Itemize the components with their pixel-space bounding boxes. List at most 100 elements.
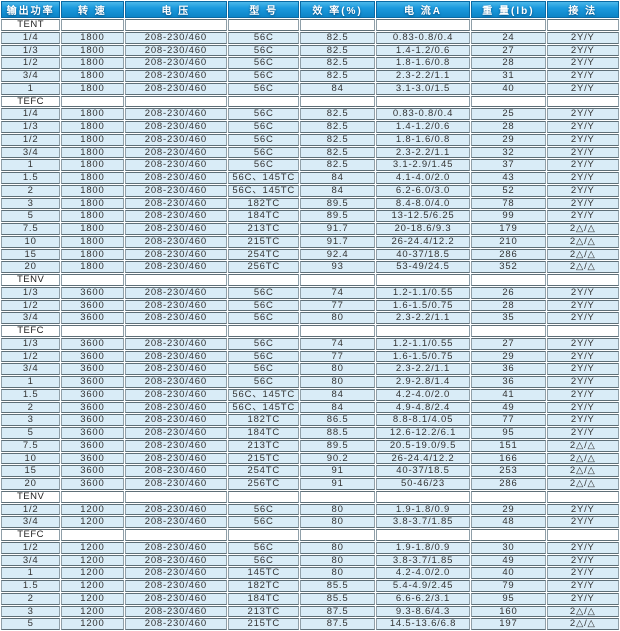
cell-weight: 352 xyxy=(471,261,546,273)
cell-voltage: 208-230/460 xyxy=(124,146,228,159)
empty-cell xyxy=(300,95,375,108)
cell-connection: 2Y/Y xyxy=(546,503,619,516)
cell-efficiency: 91 xyxy=(300,478,375,490)
cell-power: 20 xyxy=(1,261,61,273)
table-row: 1 3600 208-230/460 56C 80 2.9-2.8/1.4 36 2Y/Y xyxy=(1,376,619,388)
cell-current: 1.8-1.6/0.8 xyxy=(375,133,471,146)
cell-efficiency: 88.5 xyxy=(300,427,375,439)
cell-efficiency: 91.7 xyxy=(300,235,375,248)
cell-power: 2 xyxy=(1,184,61,197)
table-row: 2 3600 208-230/460 56C、145TC 84 4.9-4.8/2.4 49… xyxy=(1,401,619,414)
cell-weight: 27 xyxy=(471,337,546,350)
cell-voltage: 208-230/460 xyxy=(124,567,228,579)
cell-current: 8.4-8.0/4.0 xyxy=(375,197,471,210)
section-row: TENV xyxy=(1,490,619,503)
cell-current: 1.2-1.1/0.55 xyxy=(375,286,471,299)
cell-model: 182TC xyxy=(228,414,300,426)
table-row: 1/2 1800 208-230/460 56C 82.5 1.8-1.6/0.8 28 2Y… xyxy=(1,57,619,69)
cell-weight: 52 xyxy=(471,184,546,197)
cell-efficiency: 84 xyxy=(300,184,375,197)
empty-cell xyxy=(471,529,546,541)
cell-current: 40-37/18.5 xyxy=(375,248,471,261)
cell-efficiency: 80 xyxy=(300,541,375,554)
cell-efficiency: 82.5 xyxy=(300,70,375,82)
table-body: TENT 1/4 1800 208-230/460 56C 82.5 0.83-0.8/0.… xyxy=(1,19,619,630)
cell-power: 20 xyxy=(1,478,61,490)
cell-weight: 29 xyxy=(471,133,546,146)
cell-model: 56C xyxy=(228,121,300,133)
cell-voltage: 208-230/460 xyxy=(124,618,228,630)
cell-current: 1.6-1.5/0.75 xyxy=(375,299,471,312)
cell-current: 1.9-1.8/0.9 xyxy=(375,541,471,554)
cell-model: 56C xyxy=(228,363,300,375)
cell-speed: 1200 xyxy=(61,618,124,630)
cell-power: 15 xyxy=(1,248,61,261)
cell-current: 3.8-3.7/1.85 xyxy=(375,516,471,528)
cell-current: 1.8-1.6/0.8 xyxy=(375,57,471,69)
column-header-weight: 重 量(lb) xyxy=(471,1,546,18)
cell-weight: 99 xyxy=(471,210,546,222)
cell-speed: 1800 xyxy=(61,133,124,146)
cell-connection: 2Y/Y xyxy=(546,133,619,146)
cell-voltage: 208-230/460 xyxy=(124,44,228,57)
cell-speed: 1800 xyxy=(61,146,124,159)
empty-cell xyxy=(546,325,619,337)
cell-efficiency: 77 xyxy=(300,299,375,312)
empty-cell xyxy=(124,490,228,503)
empty-cell xyxy=(375,19,471,31)
table-row: 10 3600 208-230/460 215TC 90.2 26-24.4/12.2 16… xyxy=(1,452,619,465)
cell-weight: 37 xyxy=(471,159,546,171)
cell-efficiency: 84 xyxy=(300,172,375,184)
cell-efficiency: 93 xyxy=(300,261,375,273)
cell-current: 8.8-8.1/4.05 xyxy=(375,414,471,426)
cell-connection: 2Y/Y xyxy=(546,580,619,592)
cell-connection: 2Y/Y xyxy=(546,414,619,426)
empty-cell xyxy=(546,95,619,108)
cell-model: 56C xyxy=(228,70,300,82)
cell-model: 56C xyxy=(228,57,300,69)
cell-speed: 1200 xyxy=(61,503,124,516)
table-row: 20 1800 208-230/460 256TC 93 53-49/24.5 352 2△/… xyxy=(1,261,619,273)
cell-model: 256TC xyxy=(228,261,300,273)
cell-connection: 2Y/Y xyxy=(546,57,619,69)
cell-weight: 40 xyxy=(471,567,546,579)
section-row: TEFC xyxy=(1,95,619,108)
cell-model: 56C xyxy=(228,503,300,516)
cell-weight: 166 xyxy=(471,452,546,465)
cell-connection: 2Y/Y xyxy=(546,350,619,363)
cell-model: 213TC xyxy=(228,439,300,452)
column-header-current: 电 流A xyxy=(375,1,471,18)
cell-voltage: 208-230/460 xyxy=(124,121,228,133)
cell-speed: 1200 xyxy=(61,580,124,592)
table-row: 1/3 3600 208-230/460 56C 74 1.2-1.1/0.55 26 2Y/… xyxy=(1,286,619,299)
cell-voltage: 208-230/460 xyxy=(124,554,228,567)
cell-connection: 2Y/Y xyxy=(546,363,619,375)
cell-connection: 2△/△ xyxy=(546,261,619,273)
cell-voltage: 208-230/460 xyxy=(124,133,228,146)
cell-power: 3 xyxy=(1,414,61,426)
empty-cell xyxy=(300,325,375,337)
cell-weight: 28 xyxy=(471,121,546,133)
cell-connection: 2△/△ xyxy=(546,248,619,261)
section-row: TEFC xyxy=(1,325,619,337)
cell-current: 5.4-4.9/2.45 xyxy=(375,580,471,592)
cell-model: 182TC xyxy=(228,197,300,210)
cell-voltage: 208-230/460 xyxy=(124,108,228,120)
cell-speed: 1800 xyxy=(61,248,124,261)
cell-power: 3 xyxy=(1,197,61,210)
cell-power: 3/4 xyxy=(1,146,61,159)
cell-connection: 2Y/Y xyxy=(546,376,619,388)
empty-cell xyxy=(471,490,546,503)
cell-model: 56C xyxy=(228,516,300,528)
cell-connection: 2△/△ xyxy=(546,439,619,452)
cell-model: 56C、145TC xyxy=(228,172,300,184)
cell-power: 5 xyxy=(1,210,61,222)
cell-power: 5 xyxy=(1,618,61,630)
cell-speed: 3600 xyxy=(61,439,124,452)
cell-current: 6.2-6.0/3.0 xyxy=(375,184,471,197)
table-row: 3/4 1800 208-230/460 56C 82.5 2.3-2.2/1.1 32 2Y… xyxy=(1,146,619,159)
section-label: TENV xyxy=(1,274,61,286)
empty-cell xyxy=(228,325,300,337)
table-row: 3/4 1800 208-230/460 56C 82.5 2.3-2.2/1.1 31 2Y… xyxy=(1,70,619,82)
cell-voltage: 208-230/460 xyxy=(124,159,228,171)
